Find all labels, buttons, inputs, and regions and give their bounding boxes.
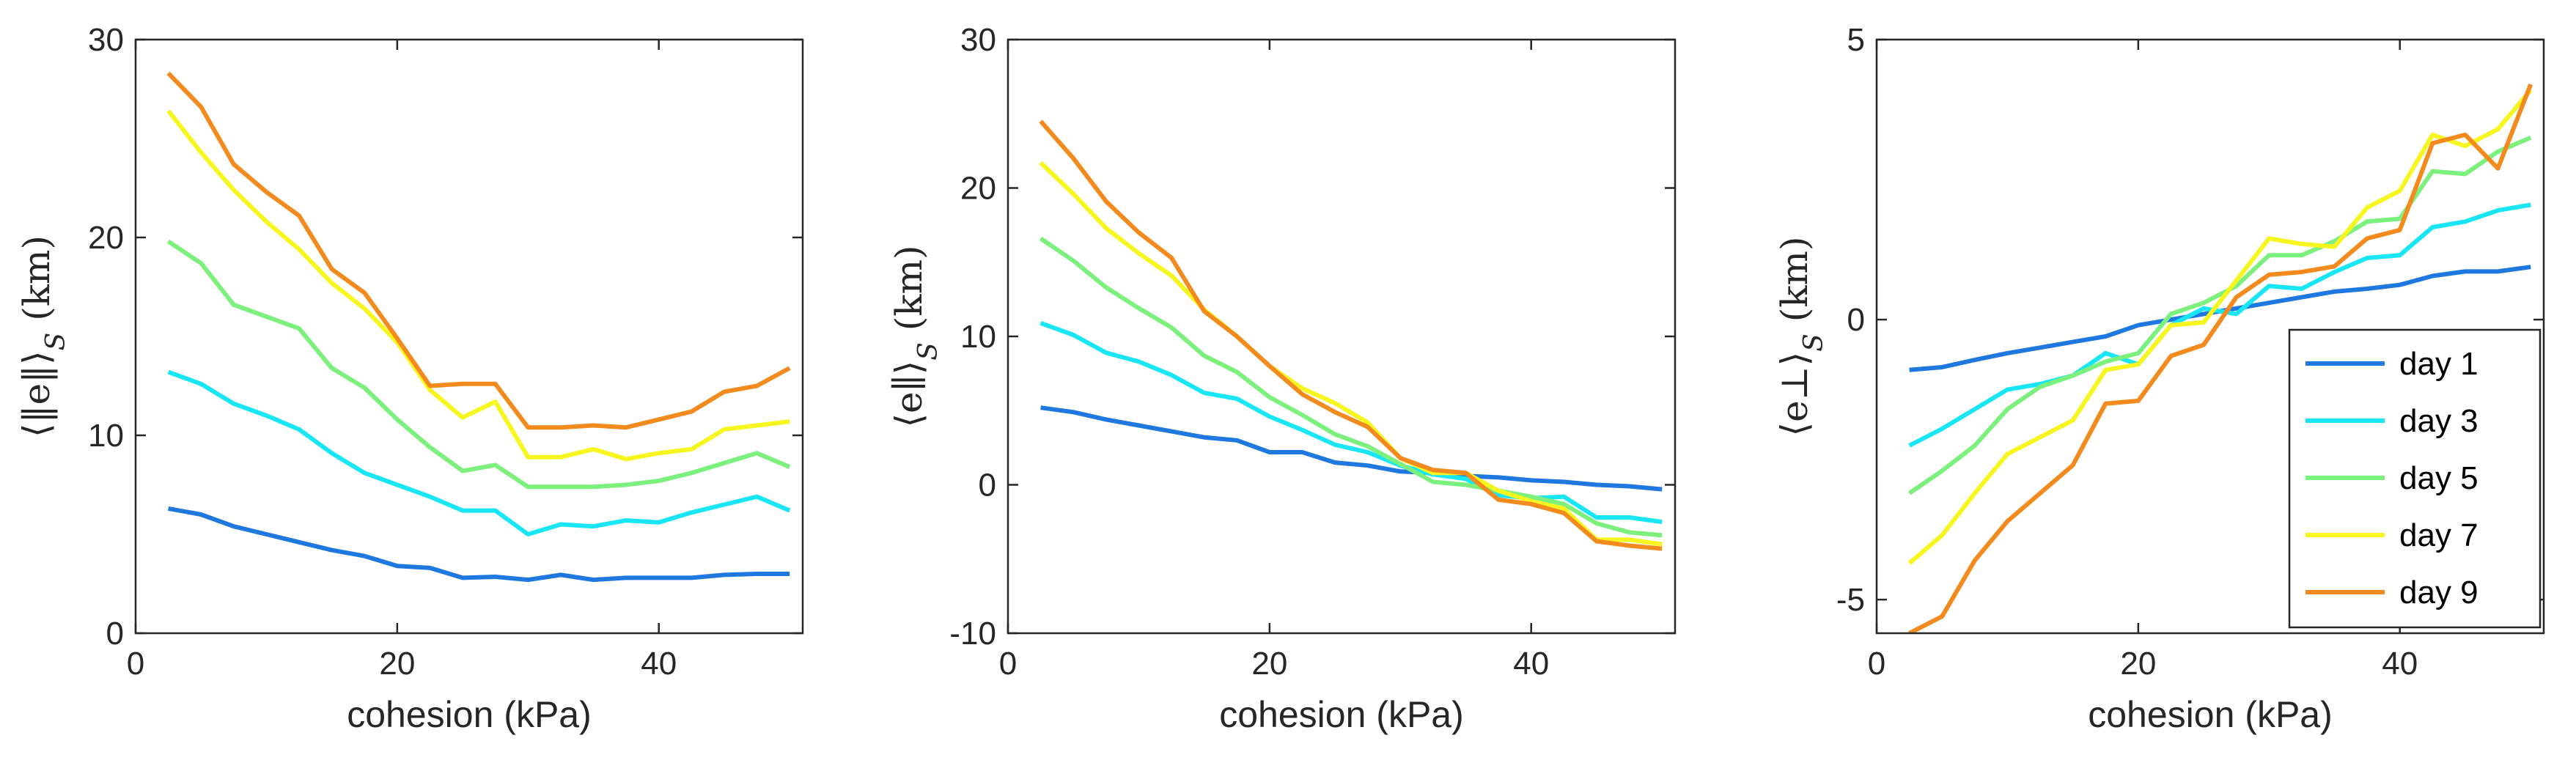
x-tick-label: 40 <box>1513 646 1549 682</box>
x-axis-label: cohesion (kPa) <box>2088 694 2333 735</box>
x-axis-label: cohesion (kPa) <box>347 694 592 735</box>
series-line-day-9 <box>1039 119 1663 551</box>
series-line-day-9 <box>1908 84 2533 633</box>
series-line-day-1 <box>168 506 790 583</box>
series-line-day-3 <box>1039 320 1663 525</box>
legend-entry-label: day 1 <box>2399 346 2479 382</box>
y-tick-label: -10 <box>949 616 996 652</box>
x-tick-label: 0 <box>999 646 1017 682</box>
y-tick-label: 0 <box>979 468 996 503</box>
series-line-day-7 <box>166 109 790 462</box>
x-tick-label: 20 <box>2120 646 2156 682</box>
series-line-day-7 <box>1907 88 2533 565</box>
legend-entry-label: day 5 <box>2399 460 2479 496</box>
series-line-day-5 <box>1907 135 2532 495</box>
x-axis-label: cohesion (kPa) <box>1219 694 1464 735</box>
y-tick-label: 20 <box>960 171 996 207</box>
series-line-day-3 <box>167 369 791 536</box>
series-line-day-5 <box>166 239 791 490</box>
y-axis-label: ⟨‖e‖⟩S (km) <box>15 235 71 438</box>
y-tick-label: 0 <box>106 616 124 652</box>
y-tick-label: 10 <box>88 418 124 454</box>
legend-entry-label: day 9 <box>2399 575 2479 610</box>
y-tick-label: 0 <box>1847 302 1865 338</box>
y-axis-label: ⟨e∥⟩S (km) <box>888 246 943 428</box>
x-tick-label: 20 <box>379 646 415 682</box>
y-tick-label: 20 <box>88 220 124 256</box>
series-line-day-3 <box>1908 202 2531 448</box>
x-tick-label: 0 <box>127 646 144 682</box>
x-tick-label: 20 <box>1251 646 1287 682</box>
axes-box <box>134 38 804 635</box>
x-tick-label: 0 <box>1868 646 1885 682</box>
series-line-day-5 <box>1039 236 1663 538</box>
legend-entry-label: day 3 <box>2399 403 2479 439</box>
chart-panel-1: 0 20 40 0 10 20 30 cohesion (kPa) ⟨‖e‖⟩S (km) <box>15 22 804 735</box>
axes-box <box>1875 38 2545 635</box>
y-tick-label: 30 <box>960 22 996 58</box>
x-tick-label: 40 <box>641 646 677 682</box>
x-tick-label: 40 <box>2382 646 2418 682</box>
series-line-day-9 <box>166 71 791 430</box>
legend: day 1 day 3 day 5 day 7 day 9 <box>2288 328 2542 629</box>
y-axis-label: ⟨e⊥⟩S (km) <box>1773 237 1829 437</box>
y-tick-label: 10 <box>960 319 996 355</box>
y-tick-label: -5 <box>1836 582 1865 618</box>
y-tick-label: 30 <box>88 22 124 58</box>
series-line-day-1 <box>1040 405 1663 492</box>
legend-entry-label: day 7 <box>2399 517 2479 553</box>
y-tick-label: 5 <box>1847 22 1865 58</box>
series-line-day-7 <box>1039 161 1663 547</box>
